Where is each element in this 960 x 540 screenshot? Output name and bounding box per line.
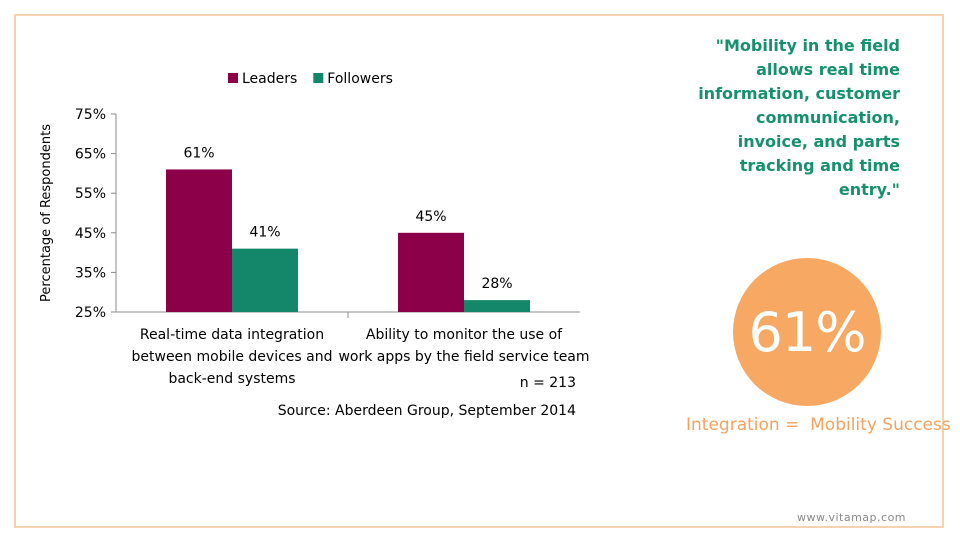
bar-value-label: 45% <box>415 209 446 225</box>
stat-caption: Integration = Mobility Success <box>686 415 951 435</box>
y-tick-label: 65% <box>75 147 106 163</box>
x-category-label: between mobile devices and <box>132 349 333 365</box>
bar-value-label: 28% <box>481 276 512 292</box>
legend-swatch-followers <box>313 73 324 83</box>
quote-line: allows real time <box>756 60 900 79</box>
y-tick-label: 45% <box>75 226 106 242</box>
x-category-label: back-end systems <box>168 371 295 387</box>
source-note: Source: Aberdeen Group, September 2014 <box>278 403 576 419</box>
footer-url: www.vitamap.com <box>797 511 907 524</box>
stat-value: 61% <box>748 300 866 364</box>
bar-followers <box>232 248 298 312</box>
quote-line: tracking and time <box>739 156 900 175</box>
legend-label: Leaders <box>242 71 297 87</box>
bar-leaders <box>166 169 232 312</box>
x-category-label: Ability to monitor the use of <box>366 327 563 343</box>
x-category-label: work apps by the field service team <box>338 349 589 365</box>
quote-line: information, customer <box>698 84 900 103</box>
quote-line: entry." <box>838 180 900 199</box>
stat-circle: 61% <box>733 258 881 406</box>
quote-line: "Mobility in the field <box>715 36 900 55</box>
y-tick-label: 75% <box>75 107 106 123</box>
bar-followers <box>464 300 530 312</box>
quote-block: "Mobility in the field allows real time … <box>690 34 900 202</box>
sample-size-note: n = 213 <box>520 375 576 391</box>
bar-value-label: 41% <box>249 225 280 241</box>
y-tick-label: 25% <box>75 305 106 321</box>
bar-value-label: 61% <box>183 145 214 161</box>
bar-leaders <box>398 232 464 312</box>
x-category-label: Real-time data integration <box>140 327 324 343</box>
quote-line: invoice, and parts <box>737 132 900 151</box>
y-tick-label: 55% <box>75 186 106 202</box>
slide-frame <box>14 14 944 528</box>
y-axis-label: Percentage of Respondents <box>39 124 54 302</box>
quote-line: communication, <box>756 108 900 127</box>
bar-chart: 25% 35% 45% 55% 65% 75% Percentage of Responde… <box>39 71 590 419</box>
y-tick-label: 35% <box>75 265 106 281</box>
legend-label: Followers <box>327 71 393 87</box>
legend-swatch-leaders <box>228 73 238 83</box>
